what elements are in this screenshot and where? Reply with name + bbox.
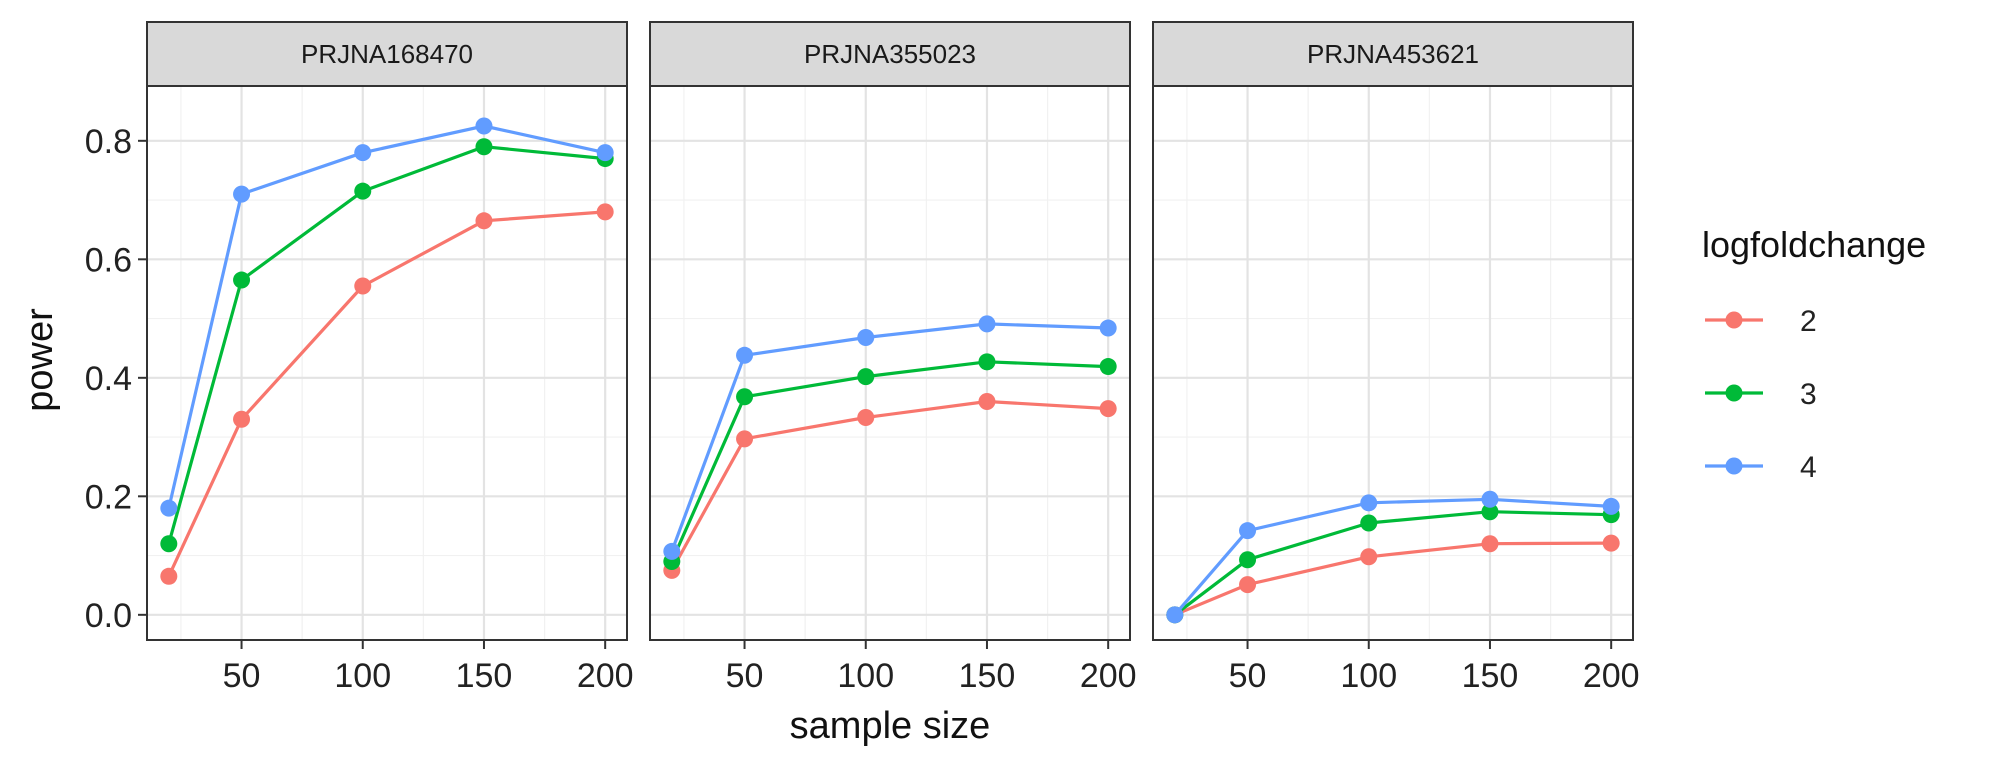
x-tick-label: 50 [223, 657, 261, 695]
legend-key-point [1725, 457, 1743, 475]
legend-label: 4 [1800, 451, 1817, 484]
facet-strip [146, 21, 628, 87]
y-tick-label: 0.8 [85, 123, 132, 161]
data-point-2 [736, 430, 754, 448]
panel-background [650, 86, 1130, 640]
data-point-4 [857, 329, 875, 347]
data-point-4 [596, 144, 614, 162]
legend-entry-3: 3 [1705, 378, 1817, 411]
data-point-2 [160, 567, 178, 585]
panel-1: PRJNA168470 50 100 150 200 0.0 0.2 0.4 0.6 0.8 [85, 21, 634, 695]
data-point-4 [736, 346, 754, 364]
x-axis-title: sample size [790, 705, 991, 747]
data-point-4 [978, 315, 996, 333]
legend-label: 3 [1800, 378, 1817, 411]
x-tick-label: 100 [1340, 657, 1397, 695]
data-point-4 [1166, 606, 1184, 624]
legend-entry-4: 4 [1705, 451, 1817, 484]
data-point-3 [160, 535, 178, 553]
data-point-4 [1099, 319, 1117, 337]
facet-strip [649, 21, 1131, 87]
x-tick-label: 50 [1229, 657, 1267, 695]
x-tick-label: 50 [726, 657, 764, 695]
facet-strip [1152, 21, 1634, 87]
data-point-4 [354, 144, 372, 162]
legend: logfoldchange 2 3 4 [1702, 224, 1926, 484]
y-axis-title: power [19, 308, 61, 412]
data-point-3 [1360, 514, 1378, 532]
x-tick-label: 200 [577, 657, 634, 695]
legend-label: 2 [1800, 305, 1817, 338]
data-point-2 [1239, 576, 1257, 594]
x-tick-label: 200 [1583, 657, 1640, 695]
data-point-2 [857, 409, 875, 427]
data-point-3 [233, 271, 251, 289]
facet-strip-label: PRJNA168470 [301, 39, 473, 69]
data-point-4 [1360, 494, 1378, 512]
data-point-2 [354, 277, 372, 295]
data-point-3 [857, 368, 875, 386]
data-point-2 [475, 212, 493, 230]
x-tick-label: 100 [837, 657, 894, 695]
panel-border [649, 85, 1131, 641]
y-tick-label: 0.6 [85, 241, 132, 279]
data-point-4 [663, 542, 681, 560]
x-tick-label: 150 [1462, 657, 1519, 695]
y-tick-label: 0.2 [85, 478, 132, 516]
data-point-2 [233, 410, 251, 428]
facet-strip-label: PRJNA453621 [1307, 39, 1479, 69]
data-point-3 [354, 182, 372, 200]
data-point-3 [736, 388, 754, 406]
data-point-3 [1099, 358, 1117, 376]
data-point-3 [1239, 551, 1257, 569]
panel-2: PRJNA355023 50 100 150 200 [649, 21, 1137, 695]
x-tick-label: 150 [959, 657, 1016, 695]
data-point-3 [978, 353, 996, 371]
data-point-2 [1602, 534, 1620, 552]
legend-entry-2: 2 [1705, 305, 1817, 338]
data-point-4 [1239, 522, 1257, 540]
data-point-4 [1602, 497, 1620, 515]
data-point-4 [233, 185, 251, 203]
data-point-2 [978, 393, 996, 411]
data-point-4 [475, 117, 493, 135]
data-point-4 [160, 499, 178, 517]
y-tick-label: 0.0 [85, 597, 132, 635]
panel-3: PRJNA453621 50 100 150 200 [1152, 21, 1640, 695]
data-point-2 [1360, 548, 1378, 566]
panel-border [146, 85, 628, 641]
data-point-2 [1481, 535, 1499, 553]
legend-key-point [1725, 311, 1743, 329]
panel-background [147, 86, 627, 640]
data-point-4 [1481, 490, 1499, 508]
legend-key-point [1725, 384, 1743, 402]
data-point-3 [475, 138, 493, 156]
data-point-2 [596, 203, 614, 221]
x-tick-label: 150 [456, 657, 513, 695]
panel-border [1152, 85, 1634, 641]
x-tick-label: 200 [1080, 657, 1137, 695]
legend-title: logfoldchange [1702, 224, 1926, 265]
data-point-2 [1099, 400, 1117, 418]
facet-strip-label: PRJNA355023 [804, 39, 976, 69]
data-point-3 [1481, 503, 1499, 521]
x-tick-label: 100 [334, 657, 391, 695]
y-tick-label: 0.4 [85, 360, 132, 398]
